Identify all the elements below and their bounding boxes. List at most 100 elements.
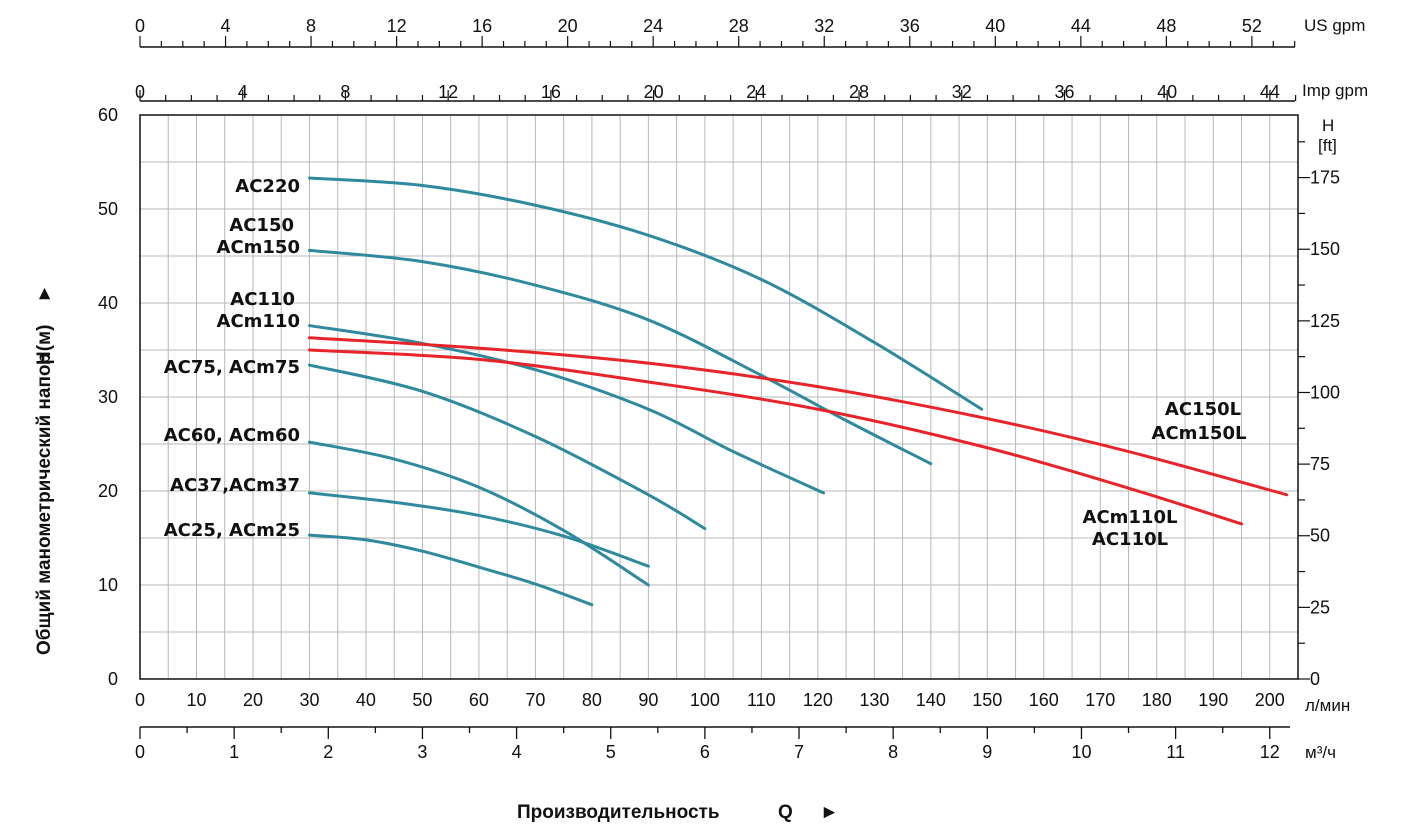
axes: 0 10 20 30 40 50 60 70 80 90 100 110 120 130 140 150 160… [98, 16, 1368, 762]
imp-gpm-tick-label: 24 [746, 82, 766, 102]
series-line-5 [307, 491, 650, 568]
x-tick-label: 100 [690, 690, 720, 710]
us-gpm-tick-label: 12 [387, 16, 407, 36]
x-tick-label: 130 [859, 690, 889, 710]
series-line-0 [307, 176, 984, 411]
series-line-3 [307, 363, 707, 531]
us-gpm-tick-label: 0 [135, 16, 145, 36]
imp-gpm-tick-label: 28 [849, 82, 869, 102]
y-axis-title: Общий манометрический напор [34, 353, 55, 655]
y-axis-arrow: ► [34, 284, 55, 303]
imp-gpm-tick-label: 40 [1157, 82, 1177, 102]
y-tick-label: 30 [98, 387, 118, 407]
x-axis-symbol: Q [778, 802, 793, 823]
imp-gpm-tick-label: 20 [644, 82, 664, 102]
series-line-2 [307, 324, 826, 495]
x-axis-title: Производительность [517, 802, 720, 823]
x-tick-label: 40 [356, 690, 376, 710]
us-gpm-tick-label: 48 [1156, 16, 1176, 36]
curves [307, 176, 1289, 607]
m3h-tick-label: 12 [1260, 742, 1280, 762]
x-tick-label: 80 [582, 690, 602, 710]
us-gpm-tick-label: 40 [985, 16, 1005, 36]
series-label-2-1: ACm110 [217, 311, 300, 332]
ft-tick-label: 125 [1310, 311, 1340, 331]
m3h-tick-label: 1 [229, 742, 239, 762]
ft-tick-label: 50 [1310, 526, 1330, 546]
series-label-8-1: AC110L [1092, 529, 1168, 550]
x-axis-arrow: ► [820, 802, 839, 823]
us-gpm-tick-label: 32 [814, 16, 834, 36]
m3h-tick-label: 7 [794, 742, 804, 762]
ft-tick-label: 150 [1310, 239, 1340, 259]
x-tick-label: 10 [186, 690, 206, 710]
us-gpm-unit-label: US gpm [1304, 16, 1365, 35]
imp-gpm-tick-label: 0 [135, 82, 145, 102]
x-tick-label: 30 [299, 690, 319, 710]
y-axis-symbol: H(м) [34, 325, 55, 365]
imp-gpm-tick-label: 16 [541, 82, 561, 102]
y-tick-label: 10 [98, 575, 118, 595]
m3h-tick-label: 5 [606, 742, 616, 762]
imp-gpm-tick-label: 36 [1054, 82, 1074, 102]
us-gpm-tick-label: 16 [472, 16, 492, 36]
us-gpm-tick-label: 28 [729, 16, 749, 36]
m3h-tick-label: 8 [888, 742, 898, 762]
series-label-1-1: ACm150 [217, 237, 300, 258]
x-tick-label: 70 [525, 690, 545, 710]
us-gpm-tick-label: 4 [221, 16, 231, 36]
ft-tick-label: 0 [1310, 669, 1320, 689]
y-tick-label: 0 [108, 669, 118, 689]
x-tick-label: 50 [412, 690, 432, 710]
x-tick-label: 120 [803, 690, 833, 710]
m3h-tick-label: 2 [323, 742, 333, 762]
y-tick-label: 20 [98, 481, 118, 501]
imp-gpm-unit-label: Imp gpm [1302, 81, 1368, 100]
x-tick-label: 20 [243, 690, 263, 710]
imp-gpm-tick-label: 8 [340, 82, 350, 102]
x-tick-label: 190 [1198, 690, 1228, 710]
y-tick-label: 50 [98, 199, 118, 219]
x-tick-label: 170 [1085, 690, 1115, 710]
x-tick-label: 60 [469, 690, 489, 710]
ft-unit-label-line1: H [1322, 116, 1334, 135]
m3h-tick-label: 6 [700, 742, 710, 762]
x-tick-label: 150 [972, 690, 1002, 710]
series-line-8 [307, 348, 1244, 526]
series-label-1-0: AC150 [229, 215, 294, 236]
us-gpm-tick-label: 52 [1242, 16, 1262, 36]
imp-gpm-tick-label: 32 [952, 82, 972, 102]
axis-titles: Производительность Q ► Общий манометриче… [34, 284, 839, 823]
series-line-4 [307, 440, 650, 587]
m3h-unit-label: м³/ч [1305, 743, 1336, 762]
imp-gpm-tick-label: 12 [438, 82, 458, 102]
us-gpm-tick-label: 36 [900, 16, 920, 36]
us-gpm-tick-label: 24 [643, 16, 663, 36]
x-tick-label: 200 [1255, 690, 1285, 710]
m3h-tick-label: 0 [135, 742, 145, 762]
series-label-5-0: AC37,ACm37 [170, 475, 300, 496]
series-label-8-0: ACm110L [1083, 507, 1178, 528]
ft-tick-label: 175 [1310, 168, 1340, 188]
x-tick-label: 180 [1142, 690, 1172, 710]
m3h-tick-label: 4 [512, 742, 522, 762]
m3h-tick-label: 9 [982, 742, 992, 762]
series-label-6-0: AC25, ACm25 [164, 520, 300, 541]
series-label-2-0: AC110 [230, 289, 295, 310]
series-label-0-0: AC220 [235, 176, 300, 197]
us-gpm-tick-label: 20 [558, 16, 578, 36]
x-tick-label: 110 [747, 690, 776, 710]
us-gpm-tick-label: 44 [1071, 16, 1091, 36]
series-label-7-0: AC150L [1165, 399, 1241, 420]
m3h-tick-label: 11 [1166, 742, 1185, 762]
x-tick-label: 90 [638, 690, 658, 710]
x-tick-label: 0 [135, 690, 145, 710]
y-tick-label: 40 [98, 293, 118, 313]
x-tick-label: 140 [916, 690, 946, 710]
ft-unit-label-line2: [ft] [1318, 136, 1337, 155]
series-label-7-1: ACm150L [1152, 423, 1247, 444]
us-gpm-tick-label: 8 [306, 16, 316, 36]
ft-tick-label: 25 [1310, 597, 1330, 617]
